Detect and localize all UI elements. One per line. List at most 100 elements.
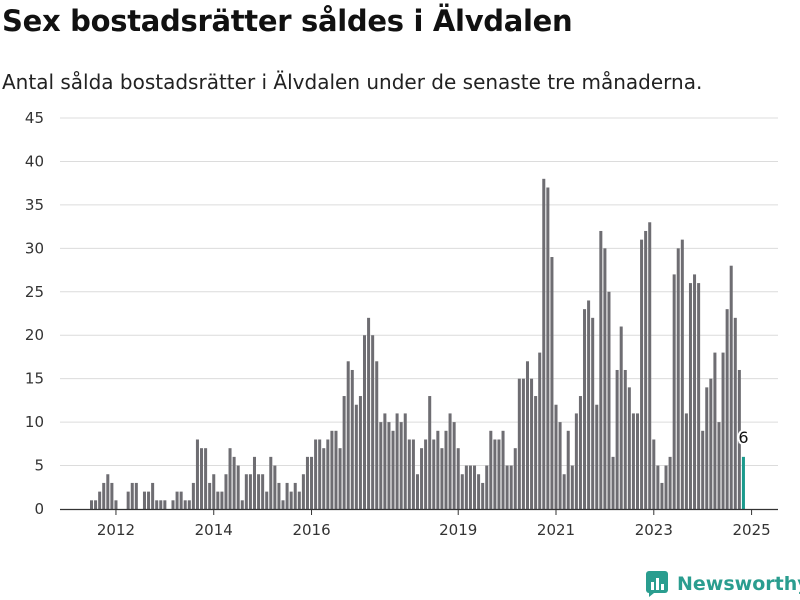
bar [94, 500, 98, 509]
bar [721, 352, 725, 509]
bar [538, 352, 542, 509]
y-tick-label: 30 [25, 239, 44, 257]
bar [477, 474, 481, 509]
bar [114, 500, 118, 509]
bars [90, 178, 745, 509]
bar [265, 491, 269, 509]
bar [297, 491, 301, 509]
bar [733, 317, 737, 509]
bar [252, 456, 256, 509]
bar [387, 422, 391, 509]
bar [640, 239, 644, 509]
bar [517, 378, 521, 509]
bar [232, 456, 236, 509]
bar [277, 482, 281, 509]
data-labels: 6 [736, 426, 750, 449]
bar [346, 361, 350, 509]
bar [240, 500, 244, 509]
bar [130, 482, 134, 509]
bar [273, 465, 277, 509]
bar [615, 369, 619, 509]
bar [142, 491, 146, 509]
bar [534, 396, 538, 509]
bar [468, 465, 472, 509]
bar [697, 283, 701, 509]
bar [428, 396, 432, 509]
bar [619, 326, 623, 509]
bar [424, 439, 428, 509]
bar [558, 422, 562, 509]
bar [411, 439, 415, 509]
bar [546, 187, 550, 509]
bar [216, 491, 220, 509]
bar [151, 482, 155, 509]
x-tick-label: 2019 [439, 521, 477, 539]
bar [570, 465, 574, 509]
bar [171, 500, 175, 509]
bar [627, 387, 631, 509]
bar [310, 456, 314, 509]
bar [90, 500, 94, 509]
y-tick-label: 20 [25, 326, 44, 344]
bar [440, 448, 444, 509]
bar [110, 482, 114, 509]
bar [318, 439, 322, 509]
bar [497, 439, 501, 509]
bar [175, 491, 179, 509]
y-tick-label: 40 [25, 152, 44, 170]
x-tick-label: 2021 [537, 521, 575, 539]
bar [322, 448, 326, 509]
bar [187, 500, 191, 509]
bar [737, 369, 741, 509]
x-tick-label: 2014 [195, 521, 233, 539]
bar [493, 439, 497, 509]
bar [289, 491, 293, 509]
bar [281, 500, 285, 509]
bar [350, 369, 354, 509]
bar [460, 474, 464, 509]
bar [448, 413, 452, 509]
bar [383, 413, 387, 509]
bar [729, 265, 733, 509]
bar [314, 439, 318, 509]
x-tick-label: 2023 [635, 521, 673, 539]
bar [220, 491, 224, 509]
bar [501, 430, 505, 509]
bar [204, 448, 208, 509]
y-axis-ticks: 0 5 10 15 20 25 30 35 40 45 [25, 109, 44, 518]
y-tick-label: 35 [25, 196, 44, 214]
y-tick-label: 5 [34, 457, 44, 475]
bar [688, 283, 692, 509]
bar [631, 413, 635, 509]
bar [195, 439, 199, 509]
bar [542, 178, 546, 509]
bar [725, 309, 729, 509]
bar [301, 474, 305, 509]
bar [375, 361, 379, 509]
y-tick-label: 0 [34, 500, 44, 518]
x-axis-ticks: 2012 2014 2016 2019 2021 2023 2025 [97, 509, 771, 539]
bar [338, 448, 342, 509]
bar [163, 500, 167, 509]
bar [257, 474, 261, 509]
bar [183, 500, 187, 509]
bar [713, 352, 717, 509]
bar [134, 482, 138, 509]
bar [693, 274, 697, 509]
x-tick-label: 2012 [97, 521, 135, 539]
bar [371, 335, 375, 509]
bar [293, 482, 297, 509]
bar [656, 465, 660, 509]
bar [334, 430, 338, 509]
y-tick-label: 10 [25, 413, 44, 431]
bar [403, 413, 407, 509]
bar-highlighted [741, 456, 745, 509]
bar [236, 465, 240, 509]
bar [521, 378, 525, 509]
bar [530, 378, 534, 509]
bar [652, 439, 656, 509]
bar [456, 448, 460, 509]
bar [574, 413, 578, 509]
bar [644, 230, 648, 509]
grid-lines [60, 117, 778, 467]
